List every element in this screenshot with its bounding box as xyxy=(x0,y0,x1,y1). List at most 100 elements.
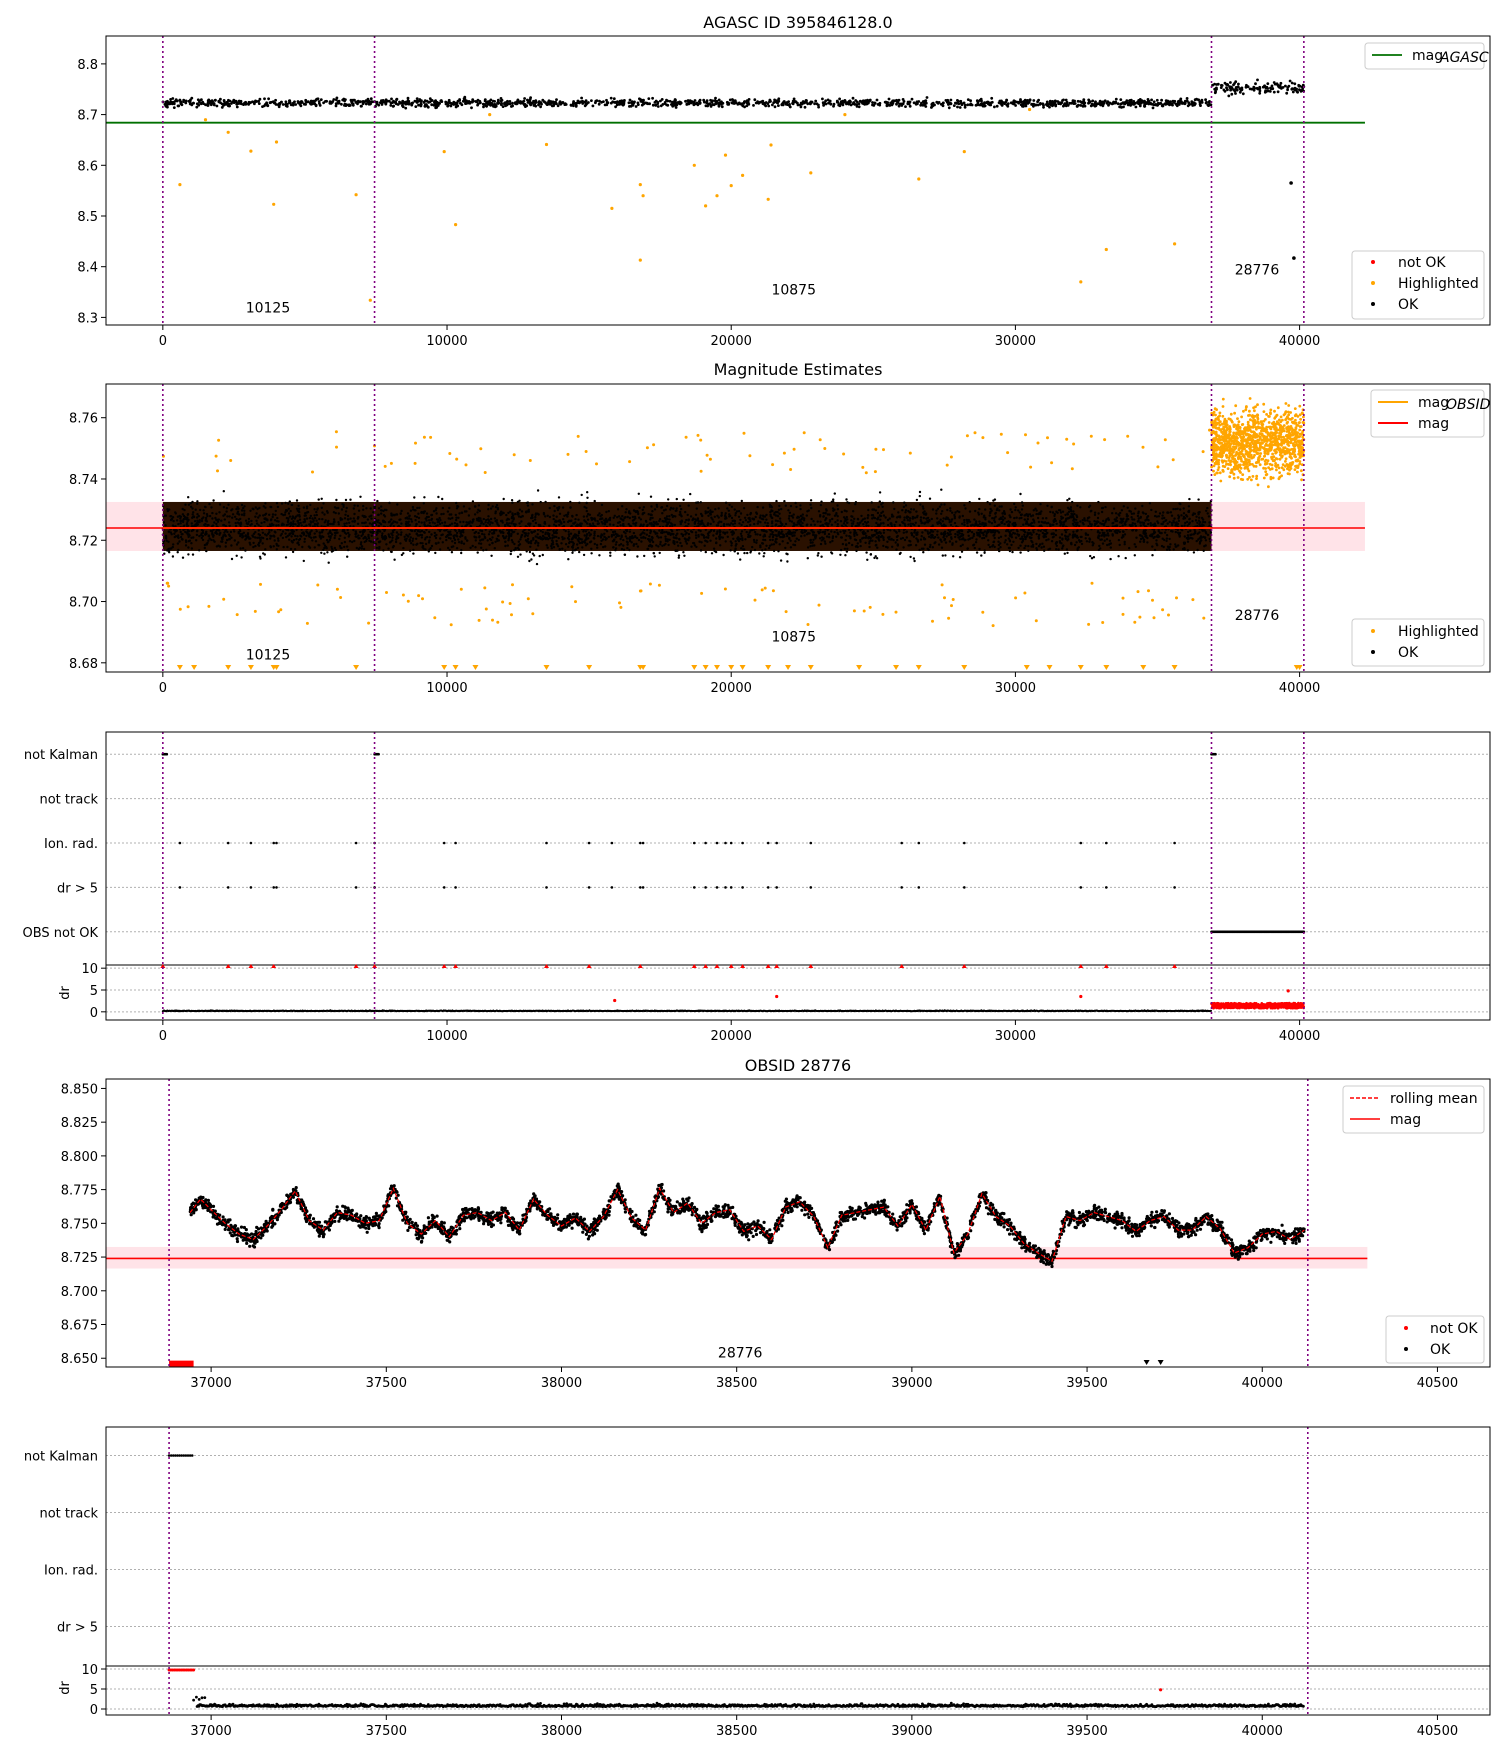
ok-point xyxy=(483,103,486,106)
ok-point xyxy=(1058,536,1062,539)
ok-point xyxy=(1133,522,1137,525)
ok-point xyxy=(225,510,228,513)
ok-point xyxy=(1174,102,1178,106)
ok-point xyxy=(361,521,364,525)
ok-point xyxy=(1075,105,1079,108)
ok-point xyxy=(332,511,336,514)
ok-point xyxy=(419,533,422,537)
ok-point xyxy=(190,536,193,539)
ok-point xyxy=(1079,535,1082,539)
ok-point xyxy=(664,535,667,538)
ok-point xyxy=(303,540,306,543)
ok-point xyxy=(892,538,895,542)
ok-point xyxy=(506,517,509,520)
ok-point xyxy=(291,103,295,107)
ok-point xyxy=(1066,551,1069,555)
ok-point xyxy=(578,550,581,554)
ok-point xyxy=(1019,551,1022,554)
ok-point xyxy=(270,529,273,532)
highlighted-point xyxy=(226,130,230,134)
ok-point xyxy=(902,505,906,509)
ok-point xyxy=(486,102,490,105)
ok-point xyxy=(774,540,777,543)
ok-point xyxy=(1102,519,1105,523)
ok-point xyxy=(1182,512,1186,515)
ok-point xyxy=(1258,91,1262,95)
ok-point xyxy=(733,102,736,105)
ok-point xyxy=(1041,542,1044,545)
ok-point xyxy=(260,521,263,525)
ok-point xyxy=(612,516,615,519)
ok-point xyxy=(948,540,952,543)
ok-point xyxy=(1222,88,1226,92)
ok-point xyxy=(739,558,742,561)
ok-point xyxy=(488,543,491,546)
ok-point xyxy=(841,103,845,107)
ok-point xyxy=(646,528,649,532)
ok-point xyxy=(1091,99,1095,103)
ok-point xyxy=(614,100,617,104)
ok-point xyxy=(736,552,740,555)
ok-point xyxy=(777,97,781,101)
ok-point xyxy=(537,103,540,107)
ok-point xyxy=(224,103,228,106)
ok-point xyxy=(771,103,774,107)
ok-point xyxy=(561,547,564,550)
ok-point xyxy=(1105,518,1108,521)
ok-point xyxy=(962,101,966,105)
ok-point xyxy=(694,531,698,534)
ok-point xyxy=(1204,98,1207,102)
ok-point xyxy=(482,522,485,526)
ok-point xyxy=(875,98,879,102)
ok-point xyxy=(521,533,524,537)
ok-point xyxy=(297,101,300,105)
ok-point xyxy=(218,511,221,514)
ok-point xyxy=(1048,101,1052,104)
ok-point xyxy=(592,536,595,540)
ok-point xyxy=(516,555,520,558)
ok-point xyxy=(207,534,211,537)
ok-point xyxy=(1098,99,1102,103)
ok-point xyxy=(345,545,349,548)
ok-point xyxy=(742,507,746,510)
ok-point xyxy=(517,540,520,543)
ok-point xyxy=(415,537,418,540)
ok-point xyxy=(275,502,279,505)
ok-point xyxy=(1101,542,1105,545)
ok-point xyxy=(198,549,201,552)
ok-point xyxy=(411,537,415,540)
ok-point xyxy=(1097,534,1100,537)
ok-point xyxy=(490,528,493,532)
ok-point xyxy=(503,101,507,105)
ok-point xyxy=(756,505,759,509)
ok-point xyxy=(668,515,671,518)
ok-point xyxy=(435,542,438,545)
ok-point xyxy=(526,504,530,507)
ok-point xyxy=(295,528,298,532)
obs-label: 28776 xyxy=(1235,262,1280,278)
ok-point xyxy=(511,101,514,105)
ok-point xyxy=(689,515,693,518)
ok-point xyxy=(1084,537,1087,540)
ok-point xyxy=(506,100,509,104)
ok-point xyxy=(268,513,271,516)
ok-point xyxy=(332,518,336,521)
ok-point xyxy=(284,100,288,104)
ok-point xyxy=(978,520,981,523)
ok-point xyxy=(516,532,519,535)
ok-point xyxy=(520,536,523,539)
ok-point xyxy=(598,554,601,557)
ok-point xyxy=(449,104,453,108)
ok-point xyxy=(205,519,208,522)
ok-point xyxy=(304,100,308,104)
ok-point xyxy=(940,488,943,491)
ok-point xyxy=(614,105,617,109)
ok-point xyxy=(372,511,375,514)
ok-point xyxy=(854,501,858,504)
ok-point xyxy=(726,535,729,538)
ok-point xyxy=(1264,89,1267,93)
ok-point xyxy=(423,531,426,534)
ok-point xyxy=(409,509,413,512)
ok-point xyxy=(555,102,558,105)
